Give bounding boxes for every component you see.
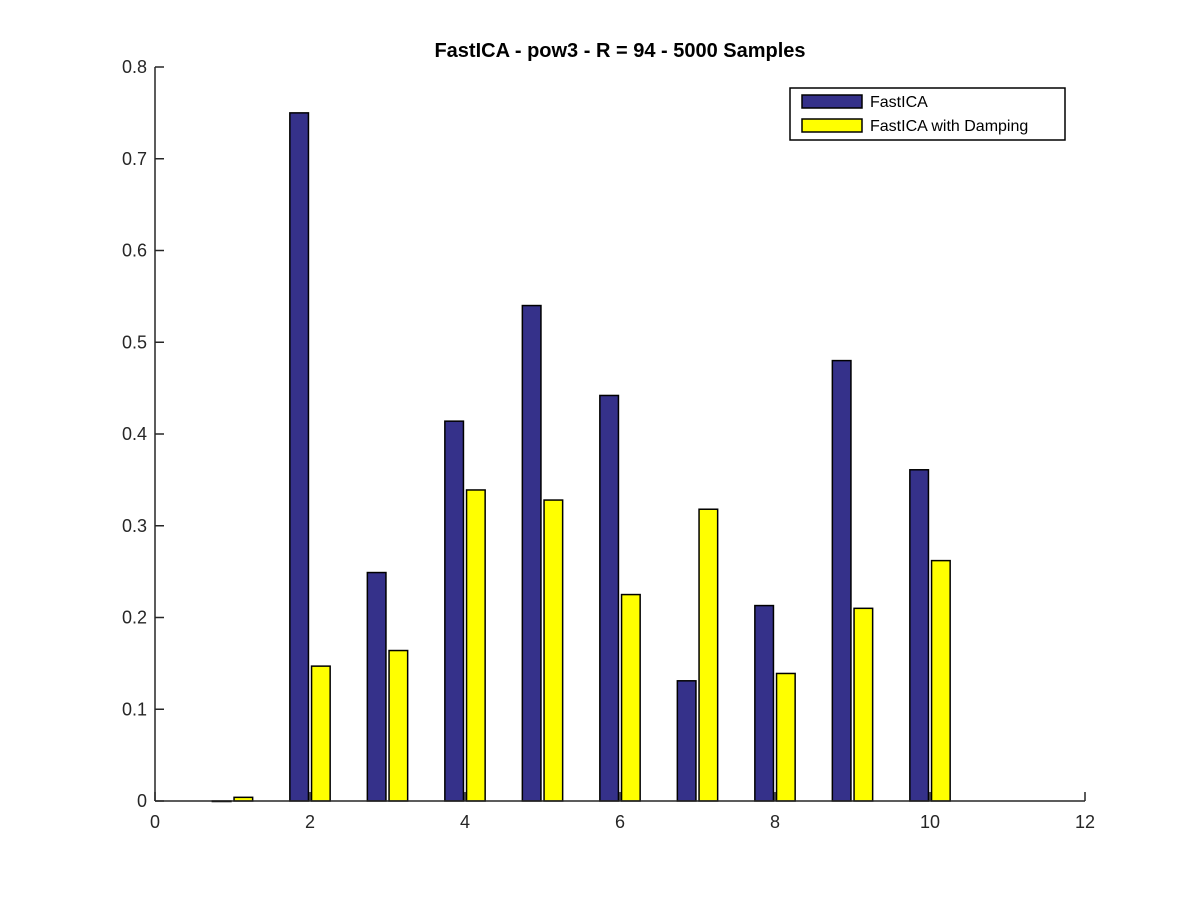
- x-tick-label: 6: [615, 812, 625, 832]
- legend-swatch-fastica-damping: [801, 118, 863, 133]
- bar-fastica-damping-10: [930, 559, 951, 802]
- legend-swatch-fastica: [801, 94, 863, 109]
- bar-fastica-damping-5: [543, 499, 564, 802]
- y-tick-label: 0.3: [122, 516, 147, 536]
- bar-fastica-4: [444, 420, 465, 802]
- bar-fastica-damping-9: [853, 607, 874, 802]
- bars-layer: [211, 112, 951, 803]
- x-tick-label: 12: [1075, 812, 1095, 832]
- y-tick-label: 0.7: [122, 149, 147, 169]
- bar-fastica-3: [366, 571, 387, 802]
- bar-fastica-damping-2: [310, 665, 331, 802]
- legend-label-fastica-damping: FastICA with Damping: [870, 118, 1028, 135]
- x-tick-label: 10: [920, 812, 940, 832]
- y-tick-label: 0.6: [122, 241, 147, 261]
- bar-fastica-9: [831, 359, 852, 802]
- legend-label-fastica: FastICA: [870, 94, 928, 111]
- bar-fastica-damping-3: [388, 649, 409, 802]
- bar-fastica-damping-7: [698, 508, 719, 802]
- bar-fastica-8: [754, 604, 775, 802]
- bar-fastica-damping-4: [465, 489, 486, 802]
- y-tick-label: 0.2: [122, 608, 147, 628]
- axes: 0 0.1 0.2 0.3 0.4 0.5 0.6 0.7 0.8 0 2 4 6 8 10 12: [122, 57, 1095, 832]
- bar-fastica-6: [599, 394, 620, 802]
- bar-fastica-10: [909, 469, 930, 802]
- x-tick-label: 4: [460, 812, 470, 832]
- y-tick-label: 0.1: [122, 699, 147, 719]
- x-tick-label: 8: [770, 812, 780, 832]
- y-tick-label: 0.4: [122, 424, 147, 444]
- bar-fastica-7: [676, 680, 697, 802]
- y-tick-label: 0.8: [122, 57, 147, 77]
- x-tick-label: 0: [150, 812, 160, 832]
- bar-fastica-damping-6: [620, 593, 641, 802]
- y-tick-label: 0: [137, 791, 147, 811]
- bar-fastica-2: [289, 112, 310, 802]
- chart-title: FastICA - pow3 - R = 94 - 5000 Samples: [434, 40, 805, 62]
- bar-fastica-5: [521, 304, 542, 802]
- legend: FastICA FastICA with Damping: [789, 87, 1066, 141]
- bar-fastica-damping-8: [775, 672, 796, 802]
- x-tick-label: 2: [305, 812, 315, 832]
- y-tick-label: 0.5: [122, 332, 147, 352]
